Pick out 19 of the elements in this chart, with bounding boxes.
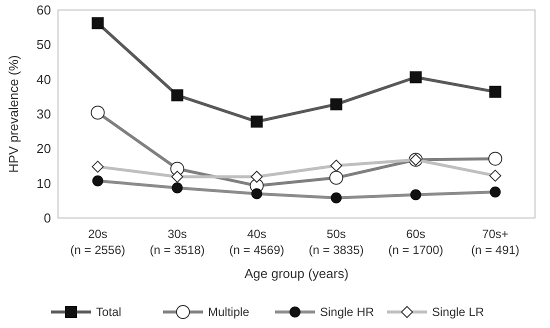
y-axis-title: HPV prevalence (%) — [6, 55, 21, 173]
y-tick-label: 20 — [36, 141, 51, 156]
y-tick-label: 10 — [36, 176, 51, 191]
legend-label: Single LR — [432, 305, 484, 320]
x-tick-label: 60s (n = 1700) — [388, 227, 444, 257]
y-tick-label: 0 — [44, 210, 51, 226]
x-tick-label: 30s (n = 3518) — [150, 227, 205, 257]
legend-label: Total — [96, 305, 122, 320]
y-tick-label: 30 — [36, 106, 51, 122]
legend-label: Single HR — [320, 305, 374, 320]
y-tick-label: 50 — [36, 37, 51, 52]
x-tick-label: 50s (n = 3835) — [308, 227, 364, 257]
x-axis-title: Age group (years) — [244, 266, 349, 281]
x-tick-label: 40s (n = 4569) — [229, 227, 284, 257]
y-tick-label: 60 — [36, 2, 51, 18]
y-tick-label: 40 — [36, 72, 51, 87]
x-tick-label: 20s (n = 2556) — [70, 227, 126, 257]
x-tick-label: 70s+ (n = 491) — [471, 227, 520, 257]
legend-label: Multiple — [208, 305, 250, 320]
